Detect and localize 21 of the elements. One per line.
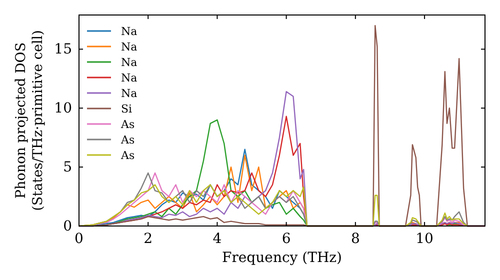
legend-label: Na bbox=[121, 25, 138, 38]
x-tick-label: 2 bbox=[144, 230, 153, 247]
x-tick-label: 0 bbox=[74, 230, 84, 247]
y-tick-label: 5 bbox=[63, 160, 72, 176]
y-tick-label: 0 bbox=[63, 218, 72, 234]
y-tick-label: 10 bbox=[54, 100, 72, 117]
x-axis-title: Frequency (THz) bbox=[222, 250, 342, 266]
y-axis-title: Phonon projected DOS (States/THz·primitive cell) bbox=[13, 30, 46, 211]
x-tick-label: 10 bbox=[416, 230, 434, 247]
x-tick-label: 4 bbox=[212, 230, 222, 247]
legend-label: As bbox=[120, 118, 135, 131]
legend-label: Si bbox=[121, 102, 133, 116]
legend-label: As bbox=[120, 134, 135, 146]
legend-label: Na bbox=[121, 87, 138, 100]
x-tick-label: 8 bbox=[350, 230, 360, 247]
x-tick-label: 6 bbox=[282, 230, 291, 247]
legend-label: Na bbox=[121, 40, 138, 54]
y-tick-label: 15 bbox=[54, 42, 72, 58]
legend-label: Na bbox=[121, 72, 138, 84]
legend-label: As bbox=[120, 149, 135, 162]
legend-label: Na bbox=[121, 56, 138, 69]
